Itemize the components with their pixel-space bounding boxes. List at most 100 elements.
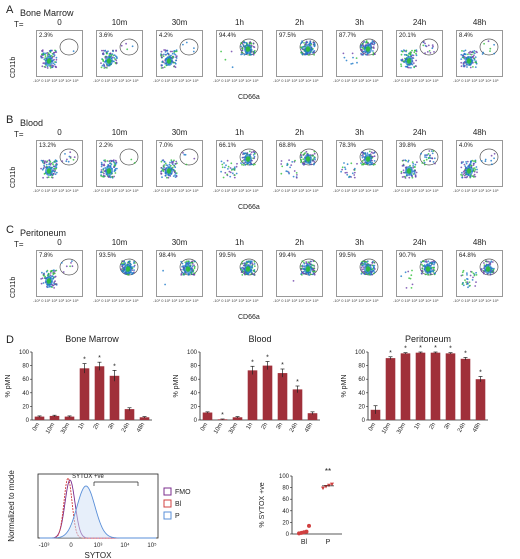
event-dot bbox=[47, 272, 50, 275]
bar bbox=[139, 417, 150, 420]
event-dot bbox=[302, 272, 305, 275]
event-dot bbox=[428, 155, 431, 157]
legend-label: FMO bbox=[175, 489, 191, 496]
event-dot bbox=[253, 260, 256, 263]
timepoint-prefix: T= bbox=[14, 240, 24, 249]
y-tick-label: 80 bbox=[190, 364, 197, 370]
event-dot bbox=[352, 56, 354, 59]
y-axis-label: % SYTOX +ve bbox=[259, 482, 266, 527]
event-dot bbox=[469, 160, 472, 163]
x-tick-label: 1h bbox=[78, 422, 87, 431]
data-point-p bbox=[321, 486, 325, 491]
event-dot bbox=[253, 273, 256, 276]
gate-outline bbox=[479, 38, 499, 56]
event-dot bbox=[184, 261, 187, 264]
event-dot bbox=[42, 167, 45, 170]
event-dot bbox=[241, 48, 244, 50]
event-dot bbox=[192, 269, 195, 271]
event-dot bbox=[475, 271, 477, 274]
y-tick-label: 80 bbox=[282, 486, 289, 492]
x-tick-label: 48h bbox=[472, 422, 482, 434]
event-dot bbox=[49, 274, 52, 277]
event-dot bbox=[471, 51, 474, 54]
gate-outline bbox=[179, 38, 199, 56]
gate-outline bbox=[419, 38, 439, 56]
event-dot bbox=[372, 52, 375, 54]
event-dot bbox=[235, 172, 238, 175]
event-dot bbox=[193, 47, 195, 49]
event-dot bbox=[312, 260, 315, 262]
event-dot bbox=[102, 164, 105, 167]
event-dot bbox=[44, 160, 46, 162]
event-dot bbox=[253, 157, 256, 160]
flow-plot: 66.1% bbox=[216, 140, 263, 187]
event-dot bbox=[466, 274, 468, 276]
event-dot bbox=[462, 284, 465, 287]
event-dot bbox=[415, 52, 417, 55]
event-dot bbox=[463, 53, 466, 55]
event-dot bbox=[460, 58, 463, 60]
legend-label: P bbox=[175, 513, 180, 520]
event-dot bbox=[175, 59, 177, 62]
axis-tick-labels: -10¹ 0 10¹ 10² 10³ 10⁴ 10⁵ bbox=[213, 298, 259, 303]
event-dot bbox=[41, 271, 43, 274]
event-dot bbox=[162, 55, 165, 58]
event-dot bbox=[429, 160, 431, 163]
event-dot bbox=[292, 280, 295, 282]
event-dot bbox=[363, 272, 366, 275]
event-dot bbox=[51, 66, 54, 69]
axis-tick-labels: -10¹ 0 10¹ 10² 10³ 10⁴ 10⁵ bbox=[273, 298, 319, 303]
event-dot bbox=[423, 159, 425, 162]
event-dot bbox=[55, 167, 58, 170]
event-dot bbox=[44, 66, 47, 68]
event-dot bbox=[229, 171, 232, 174]
event-dot bbox=[424, 154, 426, 157]
event-dot bbox=[469, 284, 471, 287]
x-tick-label: 10m bbox=[381, 422, 392, 435]
event-dot bbox=[434, 162, 436, 165]
event-dot bbox=[402, 159, 405, 162]
event-dot bbox=[191, 270, 194, 273]
event-dot bbox=[402, 164, 405, 167]
event-dot bbox=[53, 281, 56, 284]
gate-outline bbox=[59, 38, 79, 56]
event-dot bbox=[243, 153, 246, 155]
event-dot bbox=[467, 282, 469, 285]
event-dot bbox=[115, 49, 117, 52]
event-dot bbox=[428, 150, 431, 152]
event-dot bbox=[121, 270, 124, 272]
event-dot bbox=[372, 272, 375, 275]
event-dot bbox=[133, 265, 135, 268]
event-dot bbox=[241, 160, 244, 162]
event-dot bbox=[242, 264, 245, 267]
axis-tick-labels: -10¹ 0 10¹ 10² 10³ 10⁴ 10⁵ bbox=[273, 78, 319, 83]
axis-tick-labels: -10¹ 0 10¹ 10² 10³ 10⁴ 10⁵ bbox=[273, 188, 319, 193]
event-dot bbox=[313, 45, 316, 48]
event-dot bbox=[411, 283, 414, 286]
event-dot bbox=[462, 62, 465, 65]
sytox-histogram: Normalized to mode SYTOX -10³ 0 10³ 10⁴ 10⁵ SYT… bbox=[7, 470, 191, 559]
event-dot bbox=[473, 58, 476, 61]
event-dot bbox=[54, 61, 56, 63]
event-dot bbox=[52, 62, 55, 65]
timepoint-prefix: T= bbox=[14, 130, 24, 139]
event-dot bbox=[469, 66, 472, 69]
x-tick-label: 30m bbox=[60, 422, 71, 435]
event-dot bbox=[233, 174, 236, 176]
event-dot bbox=[361, 160, 364, 162]
event-dot bbox=[474, 56, 477, 58]
density-peak bbox=[466, 168, 472, 174]
density-peak bbox=[46, 278, 52, 284]
event-dot bbox=[252, 42, 255, 45]
event-dot bbox=[100, 165, 103, 168]
event-dot bbox=[487, 260, 490, 263]
event-dot bbox=[46, 65, 49, 68]
event-dot bbox=[49, 67, 52, 69]
event-dot bbox=[173, 50, 175, 52]
event-dot bbox=[251, 272, 254, 275]
event-dot bbox=[372, 53, 375, 56]
gate-percent: 97.5% bbox=[279, 33, 297, 39]
event-dot bbox=[163, 53, 165, 56]
event-dot bbox=[40, 55, 42, 58]
gate-percent: 99.5% bbox=[219, 253, 237, 259]
